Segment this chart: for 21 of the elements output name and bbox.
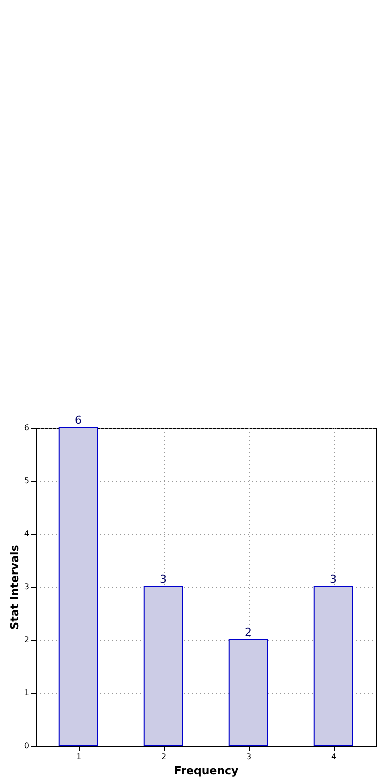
data-label: 2 xyxy=(245,626,252,639)
y-tick-label: 5 xyxy=(24,476,30,486)
bar xyxy=(144,586,184,746)
y-tick-label: 6 xyxy=(24,424,30,432)
y-axis-title: Stat Intervals xyxy=(8,544,22,630)
x-tick-label: 1 xyxy=(76,752,82,762)
y-tick-label: 0 xyxy=(24,742,30,750)
x-tick-label: 4 xyxy=(331,752,337,762)
bar xyxy=(228,640,268,746)
bar xyxy=(314,586,354,746)
y-tick-label: 1 xyxy=(24,688,30,698)
y-tick-label: 4 xyxy=(24,530,30,538)
x-tick-label: 3 xyxy=(246,752,252,762)
bar xyxy=(58,428,98,746)
data-label: 3 xyxy=(160,573,167,586)
y-tick-label: 2 xyxy=(24,636,30,644)
data-label: 6 xyxy=(75,414,82,427)
y-tick-label: 3 xyxy=(24,582,30,592)
x-tick-label: 2 xyxy=(161,752,167,762)
x-axis-title: Frequency xyxy=(174,764,239,778)
data-label: 3 xyxy=(330,573,337,586)
